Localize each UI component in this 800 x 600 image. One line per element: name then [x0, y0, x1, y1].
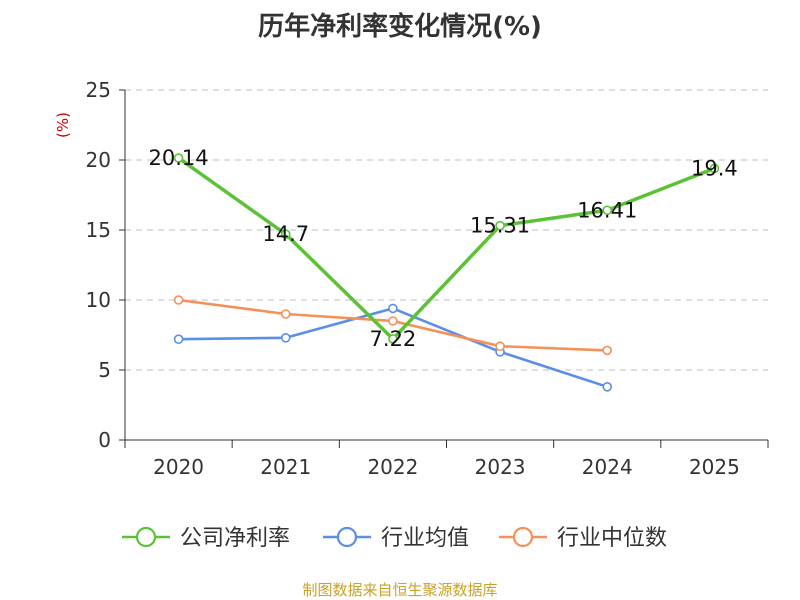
data-point: [280, 309, 291, 319]
data-point: [709, 163, 720, 174]
x-tick-label: 2020: [153, 455, 204, 479]
y-tick-label: 5: [98, 358, 111, 382]
data-point: [173, 334, 184, 345]
data-label: 14.7: [262, 222, 309, 246]
data-point: [495, 220, 505, 231]
data-point: [388, 303, 398, 314]
y-tick-label: 15: [86, 218, 111, 242]
legend: 公司净利率 行业均值 行业中位数: [122, 526, 667, 551]
x-tick-label: 2024: [582, 455, 633, 479]
y-tick-label: 20: [86, 148, 111, 172]
data-point: [602, 381, 613, 392]
data-label: 20.14: [149, 146, 209, 170]
series-line: [177, 156, 716, 341]
legend-marker: [512, 526, 534, 548]
series-lines: [173, 153, 720, 392]
legend-label: 行业中位数: [557, 526, 667, 551]
chart-title: 历年净利率变化情况(%): [258, 12, 542, 42]
data-point: [495, 341, 505, 352]
data-point: [388, 316, 398, 326]
data-point: [602, 345, 613, 356]
data-point: [280, 229, 291, 239]
data-label: 15.31: [470, 214, 530, 238]
x-tick-label: 2025: [689, 455, 740, 479]
legend-marker: [336, 526, 358, 548]
data-point: [173, 295, 184, 305]
x-tick-label: 2023: [475, 455, 526, 479]
data-label: 7.22: [370, 327, 417, 351]
data-label: 19.4: [691, 156, 738, 180]
data-point: [280, 332, 291, 343]
data-labels: 20.14 14.7 7.22 15.31 16.41 19.4: [149, 146, 738, 351]
data-label: 16.41: [577, 198, 637, 222]
grid-lines: [125, 89, 768, 371]
y-tick-label: 0: [98, 428, 111, 452]
y-tick-label: 10: [86, 288, 111, 312]
x-tick-label: 2021: [260, 455, 311, 479]
data-point: [388, 334, 398, 344]
x-tick-label: 2022: [367, 455, 418, 479]
legend-marker: [135, 526, 157, 548]
source-note: 制图数据来自恒生聚源数据库: [302, 581, 498, 599]
y-axis-label: (%): [54, 112, 72, 138]
legend-label: 公司净利率: [180, 526, 290, 551]
data-point: [173, 153, 184, 163]
data-point: [602, 205, 613, 216]
legend-label: 行业均值: [381, 526, 469, 551]
y-tick-label: 25: [86, 78, 111, 102]
